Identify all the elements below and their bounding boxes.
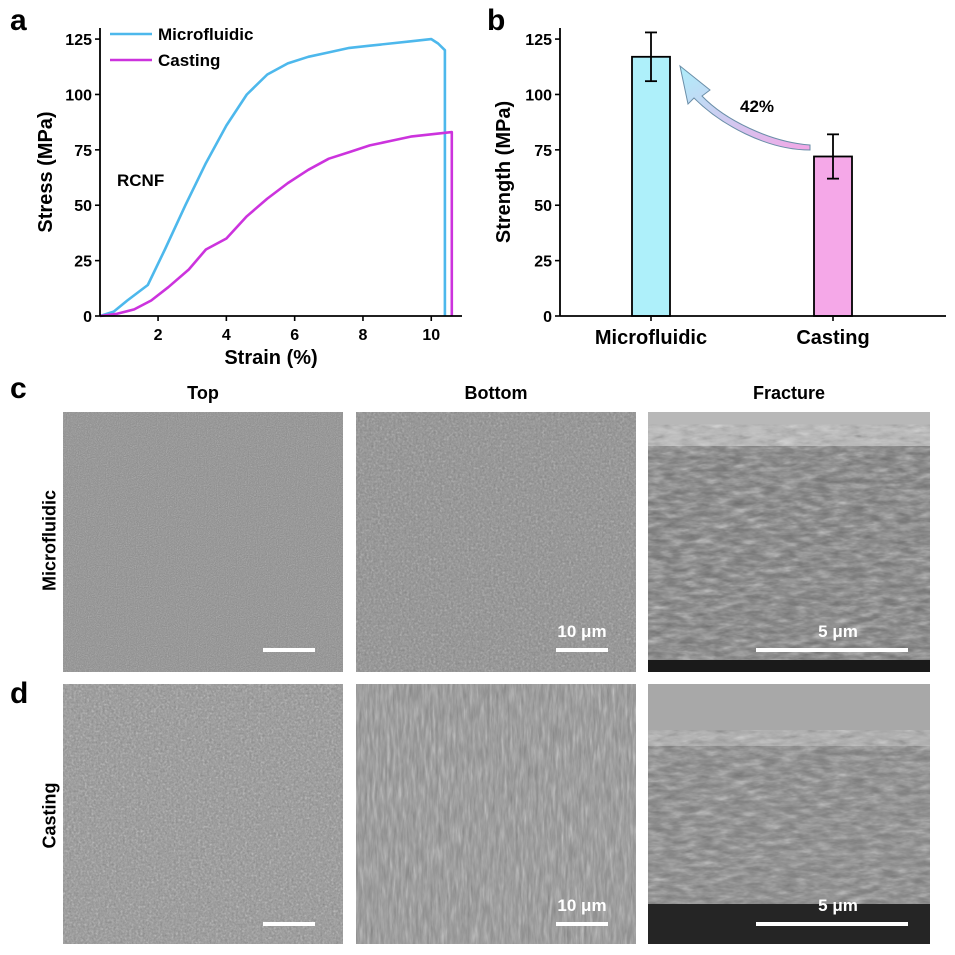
sem-image-casting-fracture: 5 μm bbox=[648, 684, 930, 944]
scale-bar-label: 10 μm bbox=[557, 896, 607, 915]
panel-letter-d: d bbox=[10, 677, 29, 710]
y-tick-label: 100 bbox=[65, 87, 92, 104]
annotation-rcnf: RCNF bbox=[117, 171, 164, 190]
scale-bar bbox=[263, 648, 315, 652]
y-tick-label: 50 bbox=[74, 198, 92, 215]
sem-image-microfluidic-bottom: 10 μm bbox=[356, 412, 636, 672]
panel-letter-c: c bbox=[10, 372, 27, 405]
scale-bar-label: 5 μm bbox=[818, 622, 858, 641]
sem-image-microfluidic-top bbox=[63, 412, 343, 672]
scale-bar-label: 10 μm bbox=[557, 622, 607, 641]
x-tick-label: 4 bbox=[222, 327, 231, 344]
x-axis-label: Strain (%) bbox=[224, 347, 317, 369]
bar-casting bbox=[813, 155, 853, 317]
column-label-fracture: Fracture bbox=[752, 383, 826, 403]
legend-label-casting: Casting bbox=[158, 51, 220, 70]
y-tick-label: 75 bbox=[534, 143, 552, 160]
column-label-bottom: Bottom bbox=[464, 383, 528, 403]
y-axis-label: Stress (MPa) bbox=[35, 111, 57, 232]
x-tick-label: 6 bbox=[290, 327, 299, 344]
scale-bar bbox=[556, 922, 608, 926]
scale-bar bbox=[756, 648, 908, 652]
annotation-percent: 42% bbox=[740, 97, 774, 116]
sem-image-casting-bottom: 10 μm bbox=[356, 684, 636, 944]
x-tick-label: 8 bbox=[359, 327, 368, 344]
y-tick-label: 100 bbox=[525, 87, 552, 104]
sem-image-casting-top bbox=[63, 684, 343, 944]
legend-label-microfluidic: Microfluidic bbox=[158, 25, 253, 44]
strength-bar-chart: Microfluidic Casting 0 25 50 75 100 125 Strength… bbox=[493, 28, 946, 349]
y-tick-label: 25 bbox=[74, 254, 92, 271]
x-tick-label: 2 bbox=[154, 327, 163, 344]
y-tick-label: 75 bbox=[74, 143, 92, 160]
y-tick-label: 125 bbox=[525, 32, 552, 49]
sem-image-microfluidic-fracture: 5 μm bbox=[648, 412, 930, 672]
scale-bar bbox=[263, 922, 315, 926]
y-axis-label: Strength (MPa) bbox=[493, 101, 515, 243]
series-line-casting bbox=[99, 130, 454, 318]
scale-bar bbox=[756, 922, 908, 926]
y-tick-label: 25 bbox=[534, 254, 552, 271]
row-label-microfluidic: Microfluidic bbox=[39, 490, 60, 592]
category-label-microfluidic: Microfluidic bbox=[595, 327, 707, 349]
y-tick-label: 0 bbox=[83, 309, 92, 326]
bar-microfluidic bbox=[631, 55, 671, 317]
y-tick-label: 0 bbox=[543, 309, 552, 326]
panel-letter-b: b bbox=[487, 4, 506, 37]
scale-bar-label: 5 μm bbox=[818, 896, 858, 915]
x-tick-label: 10 bbox=[422, 327, 440, 344]
y-tick-label: 50 bbox=[534, 198, 552, 215]
category-label-casting: Casting bbox=[796, 327, 869, 349]
increase-arrow-icon bbox=[679, 64, 811, 151]
row-label-casting: Casting bbox=[39, 782, 60, 849]
column-label-top: Top bbox=[187, 383, 219, 403]
series-line-microfluidic bbox=[99, 37, 447, 318]
panel-letter-a: a bbox=[10, 4, 27, 37]
scale-bar bbox=[556, 648, 608, 652]
y-tick-label: 125 bbox=[65, 32, 92, 49]
